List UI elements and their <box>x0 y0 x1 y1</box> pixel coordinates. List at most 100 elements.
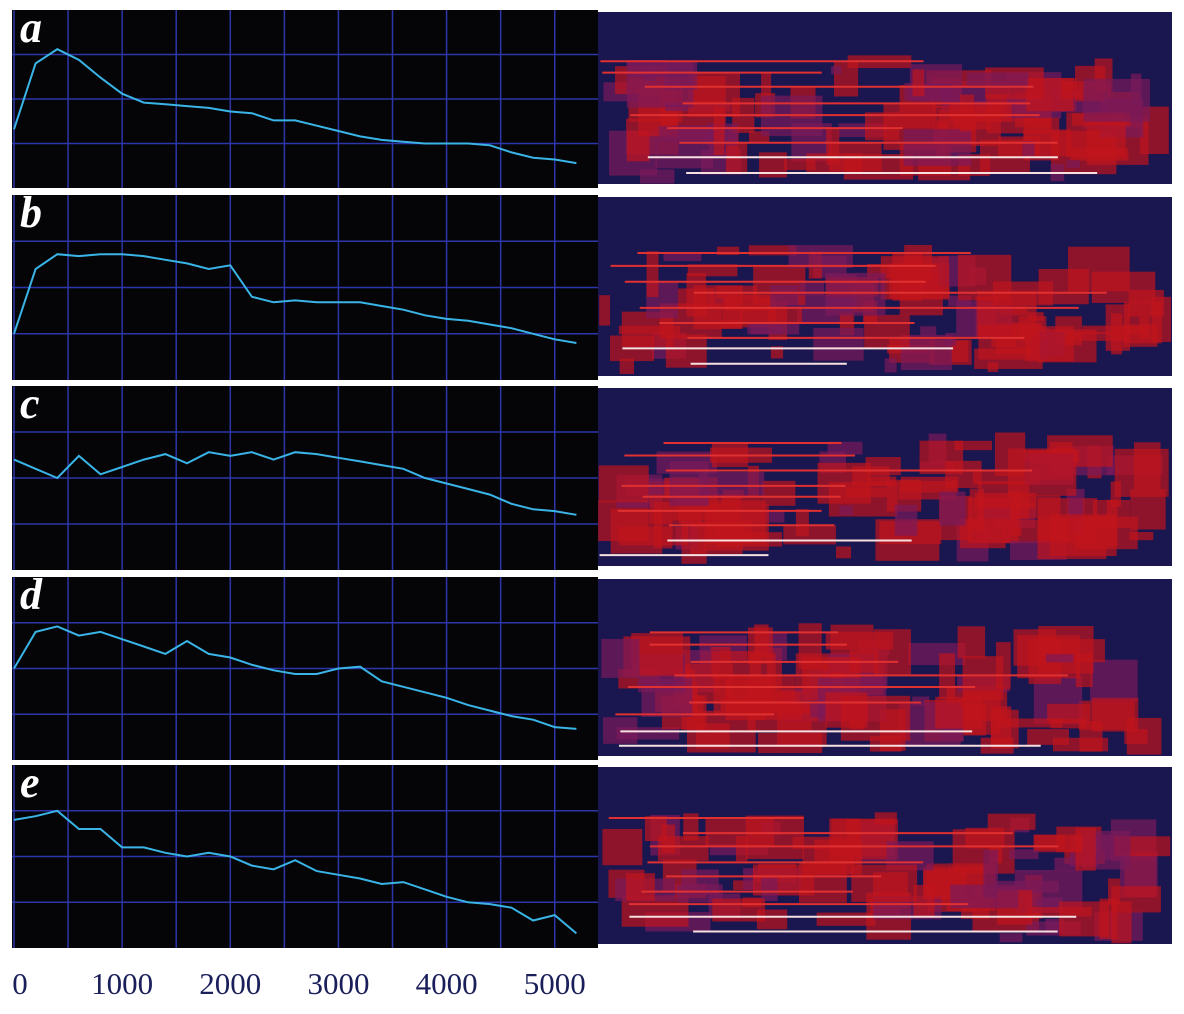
spectrogram-blob <box>949 102 1012 122</box>
spectrogram-blob <box>954 440 993 451</box>
spectrogram-blob <box>719 320 742 329</box>
spectrogram-blob <box>658 126 711 142</box>
spectrogram-blob <box>1027 729 1069 745</box>
spectrogram-blob <box>721 495 762 505</box>
spectrogram-blob <box>1045 654 1074 663</box>
panel-label: a <box>20 3 42 52</box>
spectrogram-blob <box>827 441 863 455</box>
spectrogram-blob <box>1059 901 1110 937</box>
spectrum-line <box>13 809 578 935</box>
spectrogram-blob <box>1047 703 1090 724</box>
spectrum-line <box>13 451 577 516</box>
spectrogram-blob <box>1075 827 1096 871</box>
spectrogram-blob <box>618 325 681 335</box>
spectrogram-blob <box>816 912 876 926</box>
spectrogram-blob <box>960 94 975 132</box>
spectrogram-blob <box>965 827 1005 849</box>
spectrogram-blob <box>912 69 925 97</box>
spectrogram-blob <box>935 696 983 729</box>
x-tick-label: 0 <box>12 966 28 1001</box>
spectrogram-blob <box>610 508 663 554</box>
spectrogram-blob <box>626 130 650 162</box>
spectrogram-blob <box>1128 289 1164 317</box>
spectrogram-blob <box>1070 148 1129 161</box>
spectrogram-blob <box>619 358 635 374</box>
spectrogram-blob <box>884 358 897 373</box>
spectrogram-blob <box>1079 721 1103 752</box>
spectrogram-blob <box>661 824 676 854</box>
spectrogram-blob <box>1050 718 1087 729</box>
spectrogram-blob <box>1134 442 1161 489</box>
spectrogram-blob <box>802 846 855 875</box>
spectrogram-blob <box>939 491 966 526</box>
spectrogram-blob <box>761 480 796 506</box>
spectrogram-blob <box>644 816 667 841</box>
spectrogram-blob <box>1066 160 1080 169</box>
spectrogram-blob <box>766 702 831 714</box>
spectrogram-blob <box>825 272 886 316</box>
spectrogram-blob <box>999 933 1023 943</box>
spectrogram-blob <box>987 362 999 372</box>
spectrogram-blob <box>1009 849 1039 860</box>
x-tick-label: 5000 <box>524 966 586 1001</box>
spectrogram-blob <box>627 59 667 78</box>
spectrum-line <box>13 48 577 165</box>
spectrogram-blob <box>1067 332 1128 341</box>
panel-label: c <box>20 379 40 428</box>
spectrogram-blob <box>717 246 740 256</box>
spectrogram-blob <box>1037 517 1107 560</box>
x-tick-label: 4000 <box>416 966 478 1001</box>
spectrogram-blob <box>997 718 1063 728</box>
spectrogram-blob <box>725 142 748 175</box>
spectrogram-blob <box>966 72 1029 89</box>
spectrogram-blob <box>1083 78 1150 122</box>
spectrogram-blob <box>1011 495 1061 519</box>
spectrogram-blob <box>761 878 778 902</box>
spectrogram-blob <box>750 322 800 335</box>
spectrogram-blob <box>698 471 765 496</box>
spectrogram-blob <box>1026 77 1074 112</box>
spectrogram-blob <box>783 159 816 171</box>
spectrogram-blob <box>641 678 693 717</box>
spectrogram <box>598 388 1172 566</box>
spectrogram-blob <box>957 626 986 659</box>
spectrogram-blob <box>894 504 918 536</box>
spectrogram-blob <box>991 709 1019 749</box>
spectrogram-blob <box>740 306 803 323</box>
spectrogram-blob <box>977 290 1037 337</box>
spectrogram-blob <box>745 815 804 860</box>
spectrogram-blob <box>770 285 799 308</box>
spectrogram-blob <box>749 652 776 693</box>
spectrogram-blob <box>1067 246 1130 292</box>
spectrogram-blob <box>945 460 982 489</box>
spectrogram-blob <box>1034 835 1065 851</box>
spectrogram-blob <box>864 314 910 349</box>
spectrogram-blob <box>713 107 725 155</box>
spectrogram-blob <box>1054 857 1079 871</box>
spectrogram-blob <box>835 546 852 559</box>
spectrogram-blob <box>912 696 930 706</box>
spectrogram-blob <box>1129 531 1154 541</box>
spectrogram-blob <box>712 898 766 922</box>
spectrogram-blob <box>900 476 959 493</box>
spectrogram-blob <box>1029 907 1092 917</box>
spectrogram-blob <box>1111 901 1132 944</box>
spectrogram-blob <box>969 488 984 531</box>
spectrogram-blob <box>646 251 659 297</box>
spectrogram-blob <box>631 633 683 676</box>
spectrogram-blob <box>1108 878 1121 905</box>
spectrogram <box>598 197 1172 376</box>
spectrogram-blob <box>602 828 643 866</box>
spectrogram-blob <box>874 812 897 825</box>
spectrogram-blob <box>601 638 640 678</box>
spectrogram-blob <box>908 643 966 666</box>
spectrogram-blob <box>687 264 738 277</box>
spectrogram-blob <box>1022 141 1035 156</box>
spectrogram-blob <box>748 245 797 256</box>
spectrogram-blob <box>706 520 752 545</box>
spectrogram-blob <box>994 880 1060 893</box>
spectrogram-blob <box>1007 448 1077 496</box>
spectrogram-blob <box>665 334 707 368</box>
x-tick-label: 3000 <box>307 966 369 1001</box>
